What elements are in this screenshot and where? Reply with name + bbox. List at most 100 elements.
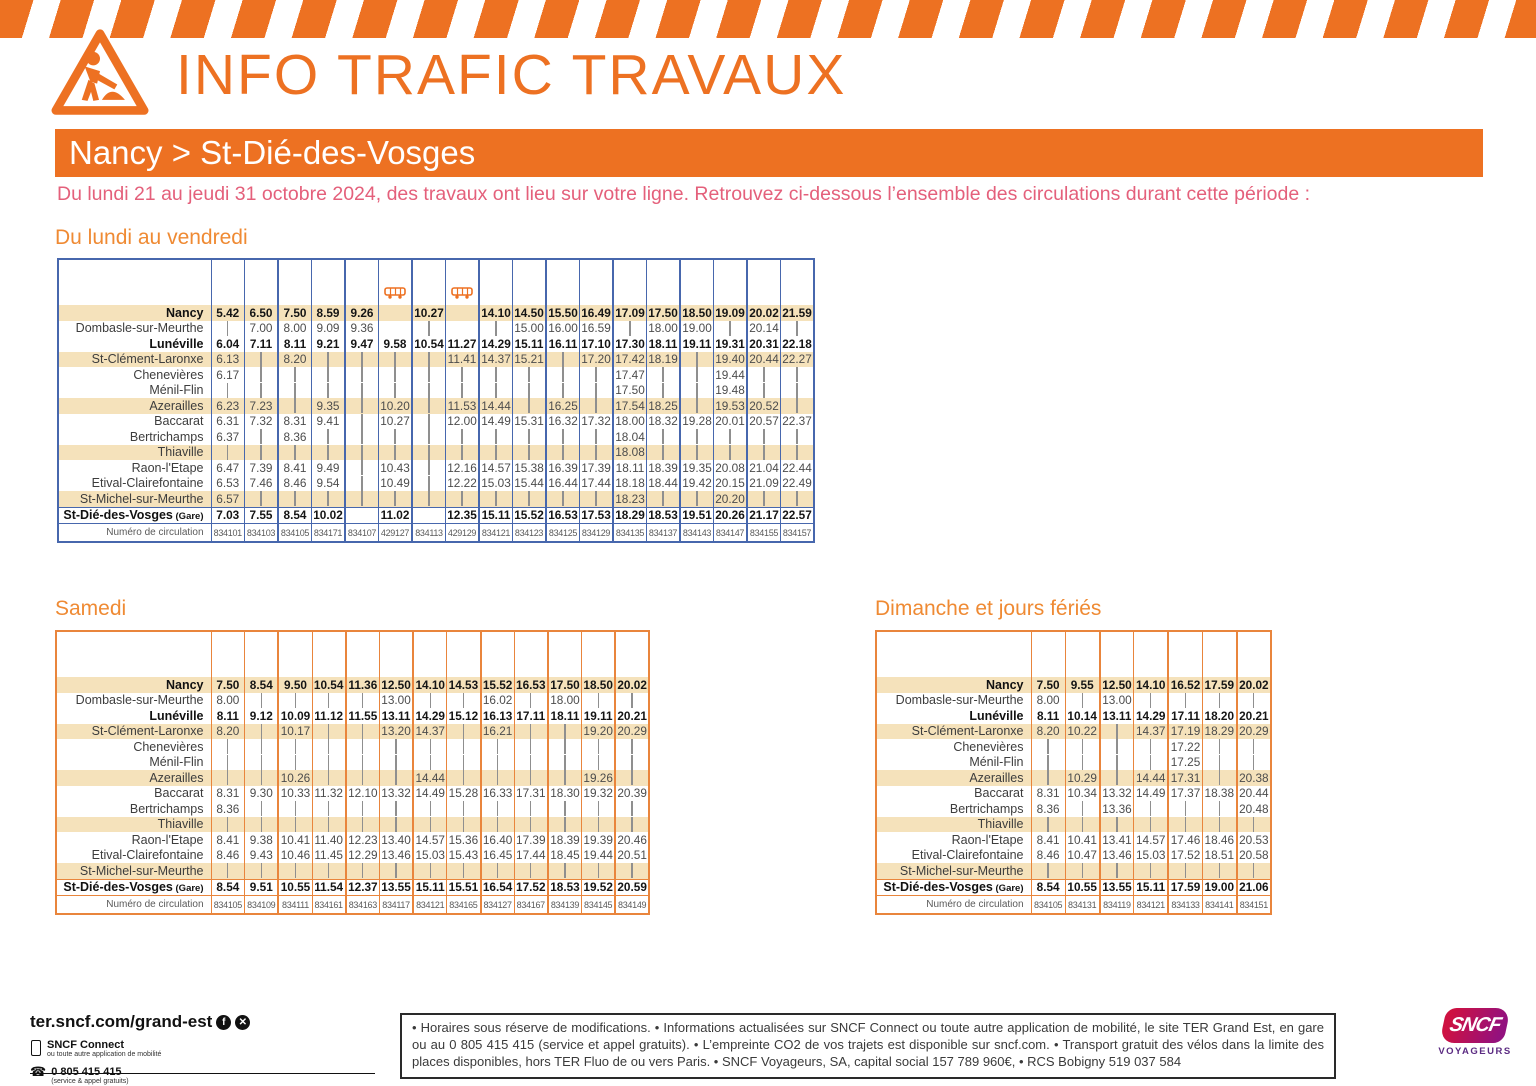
time-cell bbox=[378, 491, 412, 507]
time-cell: 6.47 bbox=[210, 460, 245, 476]
time-cell bbox=[344, 413, 379, 429]
pass-through-bar bbox=[328, 801, 330, 817]
time-cell: 15.11 bbox=[412, 878, 447, 896]
time-cell bbox=[244, 692, 279, 708]
pass-through-bar bbox=[260, 816, 262, 832]
column-header-cell bbox=[1133, 631, 1169, 677]
pass-through-bar bbox=[462, 801, 465, 817]
pass-through-bar bbox=[260, 429, 262, 445]
pass-through-bar bbox=[294, 367, 296, 383]
time-cell bbox=[344, 754, 380, 770]
pass-through-bar bbox=[462, 863, 465, 879]
pass-through-bar bbox=[227, 754, 229, 770]
section-title-weekday: Du lundi au vendredi bbox=[55, 226, 248, 249]
pass-through-bar bbox=[729, 320, 731, 336]
train-number-cell: 834171 bbox=[311, 523, 345, 542]
time-cell bbox=[1064, 816, 1100, 832]
pass-through-bar bbox=[528, 429, 530, 445]
time-cell bbox=[311, 429, 345, 445]
pass-through-bar bbox=[361, 429, 363, 445]
pass-through-bar bbox=[595, 382, 597, 398]
time-cell: 22.37 bbox=[780, 413, 814, 429]
time-cell bbox=[244, 801, 279, 817]
time-cell bbox=[244, 444, 278, 460]
time-cell: 9.51 bbox=[244, 878, 279, 896]
column-header-cell bbox=[1235, 631, 1271, 677]
train-number-cell: 429129 bbox=[445, 523, 479, 542]
pass-through-bar bbox=[294, 816, 297, 832]
time-cell bbox=[512, 444, 546, 460]
time-cell bbox=[581, 739, 616, 755]
time-cell: 22.57 bbox=[780, 506, 814, 524]
time-cell: 21.04 bbox=[746, 460, 781, 476]
pass-through-bar bbox=[562, 351, 564, 367]
time-cell: 15.12 bbox=[446, 708, 481, 724]
time-cell: 9.49 bbox=[311, 460, 345, 476]
pass-through-bar bbox=[428, 398, 430, 414]
pass-through-bar bbox=[328, 723, 330, 739]
time-cell bbox=[344, 723, 380, 739]
timetable-weekday: Nancy 5.42 6.50 7.50 8.59 9.26 10.27 14.10 14.50… bbox=[57, 258, 815, 543]
pass-through-bar bbox=[227, 444, 229, 460]
time-cell: 18.39 bbox=[546, 832, 582, 848]
time-cell: 17.39 bbox=[579, 460, 613, 476]
time-cell: 11.55 bbox=[344, 708, 380, 724]
pass-through-bar bbox=[528, 444, 530, 460]
time-cell: 21.09 bbox=[746, 475, 781, 491]
time-cell bbox=[1167, 863, 1203, 879]
pass-through-bar bbox=[462, 723, 465, 739]
time-cell: 19.32 bbox=[581, 785, 616, 801]
phone-number: 0 805 415 415 bbox=[51, 1066, 122, 1078]
time-cell: 6.13 bbox=[210, 351, 245, 367]
time-cell bbox=[512, 398, 546, 414]
time-cell bbox=[1030, 770, 1066, 786]
time-cell bbox=[612, 320, 647, 336]
pass-through-bar bbox=[530, 723, 532, 739]
pass-through-bar bbox=[394, 351, 396, 367]
time-cell: 15.03 bbox=[478, 475, 513, 491]
time-cell: 13.46 bbox=[1098, 847, 1134, 863]
time-cell: 8.36 bbox=[1030, 801, 1066, 817]
time-cell: 17.39 bbox=[513, 832, 548, 848]
time-cell: 8.54 bbox=[244, 677, 279, 693]
pass-through-bar bbox=[260, 801, 262, 817]
time-cell: 10.27 bbox=[411, 305, 446, 321]
time-cell bbox=[780, 398, 814, 414]
time-cell: 8.46 bbox=[277, 475, 312, 491]
pass-through-bar bbox=[227, 739, 229, 755]
time-cell bbox=[780, 491, 814, 507]
time-cell: 20.14 bbox=[746, 320, 781, 336]
pass-through-bar bbox=[597, 863, 599, 879]
section-title-sunday: Dimanche et jours fériés bbox=[875, 597, 1102, 620]
time-cell bbox=[378, 801, 414, 817]
pass-through-bar bbox=[1218, 801, 1220, 817]
pass-through-bar bbox=[1253, 739, 1255, 755]
time-cell bbox=[244, 351, 278, 367]
time-cell: 17.20 bbox=[579, 351, 613, 367]
time-cell bbox=[378, 367, 412, 383]
time-cell bbox=[478, 367, 513, 383]
station-label: Bertrichamps bbox=[949, 801, 1024, 816]
time-cell: 19.11 bbox=[581, 708, 616, 724]
pass-through-bar bbox=[429, 863, 431, 879]
column-header-cell bbox=[513, 631, 548, 677]
station-label: Etival-Clairefontaine bbox=[911, 848, 1024, 863]
pass-through-bar bbox=[428, 444, 430, 460]
time-cell: 17.37 bbox=[1167, 785, 1203, 801]
pass-through-bar bbox=[495, 429, 497, 445]
time-cell: 17.31 bbox=[513, 785, 548, 801]
time-cell: 11.41 bbox=[445, 351, 479, 367]
time-cell: 14.37 bbox=[412, 723, 447, 739]
header-corner-cell bbox=[58, 259, 211, 305]
time-cell: 16.40 bbox=[479, 832, 515, 848]
time-cell: 10.43 bbox=[378, 460, 412, 476]
time-cell bbox=[311, 863, 346, 879]
time-cell: 9.55 bbox=[1064, 677, 1100, 693]
time-cell: 7.32 bbox=[244, 413, 278, 429]
time-cell: 11.02 bbox=[378, 506, 412, 524]
time-cell: 8.00 bbox=[210, 692, 245, 708]
station-label: Thiaville bbox=[58, 444, 211, 460]
time-cell: 22.44 bbox=[780, 460, 814, 476]
pass-through-bar bbox=[362, 692, 364, 708]
column-header-cell bbox=[512, 259, 546, 305]
